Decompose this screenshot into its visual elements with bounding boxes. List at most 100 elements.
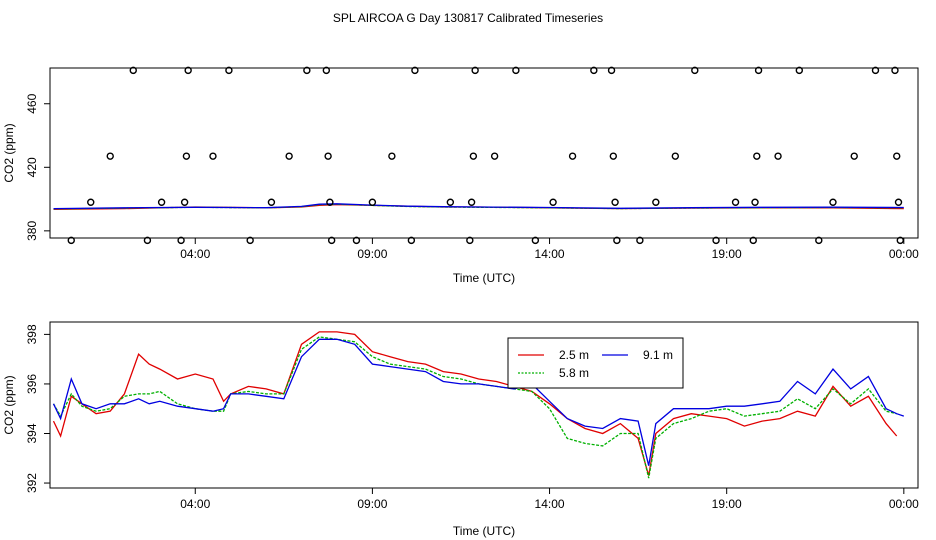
bottom-x-tick-label-2: 14:00 (535, 497, 565, 511)
top-point-52 (815, 236, 823, 245)
legend-label-9.1m: 9.1 m (643, 348, 673, 362)
top-x-tick-label-4: 00:00 (889, 247, 919, 261)
bottom-panel: 04:00 09:00 14:00 19:00 00:00 392 394 396 398 T… (2, 321, 919, 538)
top-point-7 (180, 198, 189, 206)
legend-label-2.5m: 2.5 m (559, 348, 589, 362)
top-point-9 (184, 66, 192, 75)
top-point-15 (303, 66, 311, 75)
top-point-28 (469, 152, 478, 160)
bottom-series-line-2.5m (52, 331, 898, 476)
top-point-49 (754, 66, 763, 75)
top-x-tick-label-3: 19:00 (712, 247, 742, 261)
top-y-tick-label-0: 380 (25, 221, 39, 241)
bottom-series-lines (52, 331, 905, 479)
top-point-1 (87, 198, 95, 206)
top-point-3 (129, 66, 137, 75)
top-point-53 (829, 198, 837, 206)
top-point-10 (209, 152, 217, 160)
top-point-37 (609, 152, 618, 160)
bottom-x-axis-label: Time (UTC) (453, 524, 515, 538)
legend-box (507, 337, 684, 389)
top-point-41 (652, 198, 660, 206)
top-point-2 (106, 152, 114, 160)
top-point-18 (326, 198, 334, 206)
top-plot-frame (49, 67, 919, 239)
top-point-39 (613, 236, 621, 245)
top-point-23 (407, 236, 416, 245)
bottom-y-tick-label-0: 392 (25, 473, 39, 493)
top-point-34 (568, 152, 577, 160)
top-point-43 (691, 66, 699, 75)
top-point-0 (67, 236, 75, 245)
top-x-tick-label-1: 09:00 (357, 247, 387, 261)
bottom-x-axis: 04:00 09:00 14:00 19:00 00:00 (180, 488, 919, 511)
top-point-22 (388, 152, 396, 160)
top-point-45 (731, 198, 740, 206)
top-point-29 (471, 66, 479, 75)
top-point-36 (607, 66, 616, 75)
top-series-lines (53, 203, 904, 211)
top-point-35 (590, 66, 598, 75)
bottom-y-tick-label-3: 398 (25, 324, 39, 344)
top-point-48 (753, 152, 761, 160)
top-point-6 (177, 236, 185, 245)
top-point-40 (636, 236, 644, 245)
top-point-4 (143, 236, 152, 245)
top-point-31 (512, 66, 520, 75)
bottom-series-line-5.8m (52, 336, 897, 479)
top-point-30 (490, 152, 499, 160)
top-point-25 (446, 198, 455, 206)
top-point-24 (411, 66, 419, 75)
top-series-line-9.1m (53, 203, 904, 210)
top-point-19 (327, 236, 336, 245)
top-y-axis-label: CO2 (ppm) (2, 123, 16, 182)
bottom-x-tick-label-0: 04:00 (180, 497, 210, 511)
top-point-32 (531, 236, 540, 245)
top-point-26 (466, 236, 474, 245)
bottom-x-tick-label-1: 09:00 (357, 497, 387, 511)
top-point-47 (751, 198, 759, 206)
top-point-27 (467, 198, 476, 206)
top-point-20 (352, 236, 361, 245)
top-scatter-points (67, 66, 904, 245)
top-point-13 (267, 198, 276, 206)
legend: 2.5 m 9.1 m 5.8 m (507, 337, 684, 389)
top-point-51 (795, 66, 804, 75)
top-x-tick-label-2: 14:00 (535, 247, 565, 261)
top-point-56 (891, 66, 899, 75)
legend-label-5.8m: 5.8 m (559, 366, 589, 380)
top-point-17 (324, 152, 332, 160)
top-point-14 (285, 152, 293, 160)
top-point-16 (322, 66, 331, 75)
top-point-21 (368, 198, 377, 206)
top-x-axis-label: Time (UTC) (453, 271, 515, 285)
top-point-38 (611, 198, 619, 206)
top-x-axis: 04:00 09:00 14:00 19:00 00:00 (180, 238, 919, 261)
top-point-46 (749, 236, 757, 245)
bottom-series-line-9.1m (52, 338, 905, 466)
top-y-tick-label-2: 460 (25, 93, 39, 113)
bottom-x-tick-label-3: 19:00 (712, 497, 742, 511)
bottom-y-tick-label-1: 394 (25, 423, 39, 443)
top-x-tick-label-0: 04:00 (180, 247, 210, 261)
bottom-y-tick-label-2: 396 (25, 374, 39, 394)
top-point-54 (850, 152, 858, 160)
top-panel: 04:00 09:00 14:00 19:00 00:00 380 420 460 Time… (2, 66, 919, 285)
top-point-33 (549, 198, 557, 206)
top-point-55 (871, 66, 880, 75)
top-point-11 (225, 66, 233, 75)
top-point-58 (894, 198, 903, 206)
top-point-59 (896, 236, 904, 245)
top-point-5 (157, 198, 166, 206)
top-point-8 (182, 152, 191, 160)
top-y-axis: 380 420 460 (25, 93, 50, 241)
top-y-tick-label-1: 420 (25, 157, 39, 177)
bottom-x-tick-label-4: 00:00 (889, 497, 919, 511)
top-point-44 (712, 236, 720, 245)
bottom-plot-frame (49, 321, 919, 489)
chart-title: SPL AIRCOA G Day 130817 Calibrated Times… (333, 11, 603, 25)
bottom-y-axis-label: CO2 (ppm) (2, 375, 16, 434)
bottom-y-axis: 392 394 396 398 (25, 324, 50, 493)
top-point-50 (774, 152, 782, 160)
top-point-12 (246, 236, 254, 245)
